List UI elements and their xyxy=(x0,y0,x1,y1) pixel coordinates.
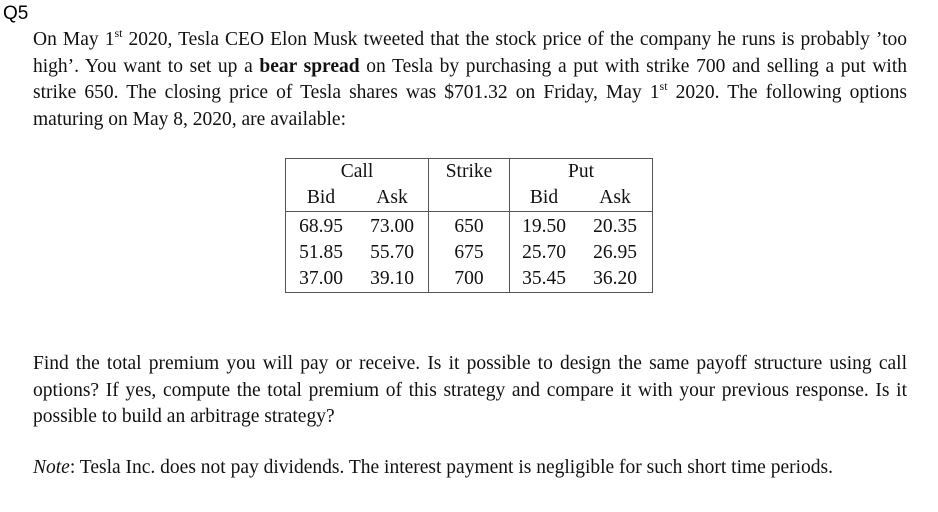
call-header: Call xyxy=(285,158,429,185)
options-table: Call Strike Put Bid Ask Bid Ask 68.95 73… xyxy=(285,158,653,293)
call-ask-header: Ask xyxy=(356,185,429,212)
note-text: : Tesla Inc. does not pay dividends. The… xyxy=(69,457,833,478)
strike-cell: 700 xyxy=(428,266,510,293)
task-instructions: Find the total premium you will pay or r… xyxy=(33,353,907,427)
call-bid-header: Bid xyxy=(285,185,356,212)
put-ask-cell: 36.20 xyxy=(578,266,653,293)
put-bid-header: Bid xyxy=(509,185,578,212)
problem-statement: On May 1st 2020, Tesla CEO Elon Musk twe… xyxy=(33,27,907,133)
strike-header: Strike xyxy=(428,158,510,185)
call-ask-cell: 73.00 xyxy=(356,211,429,240)
call-ask-cell: 39.10 xyxy=(356,266,429,293)
para1-text-a: On May 1 xyxy=(33,29,115,50)
para1-text-c: on Tesla by purchasing a put with strike… xyxy=(33,55,908,104)
call-ask-cell: 55.70 xyxy=(356,240,429,266)
call-bid-cell: 37.00 xyxy=(285,266,356,293)
para1-text-d: 2020. The following options maturing on … xyxy=(33,82,908,130)
table-row: 37.00 39.10 700 35.45 36.20 xyxy=(285,266,653,293)
para1-text-b: 2020, Tesla CEO Elon Musk tweeted that t… xyxy=(33,29,907,77)
put-header: Put xyxy=(509,158,653,185)
put-ask-cell: 20.35 xyxy=(578,211,653,240)
note-label: Note xyxy=(33,457,70,478)
ordinal-suffix: st xyxy=(114,25,123,40)
question-label: Q5 xyxy=(3,3,29,24)
ordinal-suffix: st xyxy=(659,78,668,93)
note-paragraph: Note: Tesla Inc. does not pay dividends.… xyxy=(33,455,907,482)
call-bid-cell: 51.85 xyxy=(285,240,356,266)
bear-spread-term: bear spread xyxy=(259,55,360,77)
call-bid-cell: 68.95 xyxy=(285,211,356,240)
put-bid-cell: 35.45 xyxy=(509,266,578,293)
put-ask-cell: 26.95 xyxy=(578,240,653,266)
put-bid-cell: 19.50 xyxy=(522,216,566,237)
put-bid-cell: 25.70 xyxy=(522,242,566,263)
table-row: 68.95 73.00 650 19.50 20.35 xyxy=(285,211,653,240)
strike-subheader-empty xyxy=(428,185,510,212)
put-ask-header: Ask xyxy=(578,185,653,212)
strike-cell: 650 xyxy=(428,211,510,240)
table-row: 51.85 55.70 675 25.70 26.95 xyxy=(285,240,653,266)
strike-cell: 675 xyxy=(428,240,510,266)
